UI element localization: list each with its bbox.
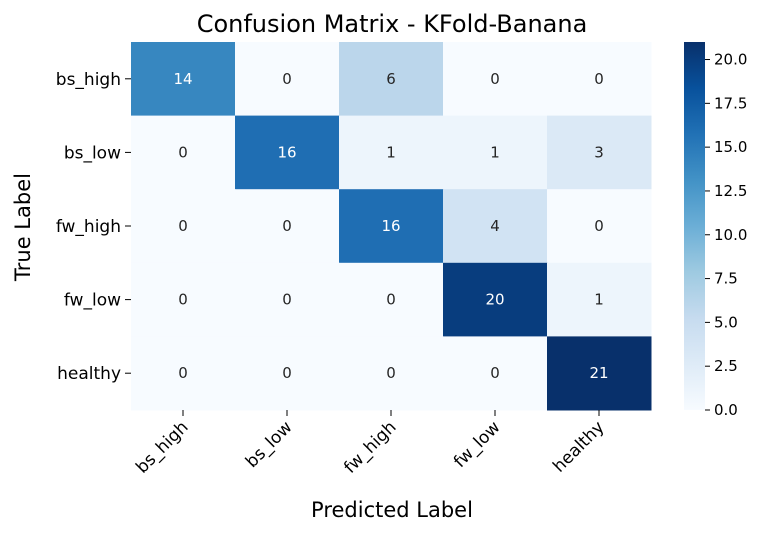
cell-value-label: 0 (386, 364, 396, 382)
x-tick-label: bs_high (132, 417, 192, 477)
cell-value-label: 0 (594, 70, 604, 88)
y-tick-label: bs_low (64, 143, 121, 163)
cell-value-label: 0 (282, 364, 292, 382)
cell-value-label: 0 (490, 364, 500, 382)
cell-value-label: 0 (386, 291, 396, 309)
colorbar-tick-label: 7.5 (714, 270, 738, 288)
x-tick-label: bs_low (242, 417, 297, 472)
cell-value-label: 16 (381, 217, 400, 235)
chart-title: Confusion Matrix - KFold-Banana (197, 10, 588, 38)
cell-value-label: 0 (594, 217, 604, 235)
cell-value-label: 0 (178, 291, 188, 309)
heatmap-cell (339, 262, 444, 337)
cell-value-label: 1 (594, 291, 604, 309)
y-tick-label: fw_low (64, 291, 121, 311)
cell-value-label: 0 (282, 70, 292, 88)
x-tick-label: fw_high (340, 417, 400, 477)
cell-value-label: 1 (490, 143, 500, 161)
heatmap-cell (131, 262, 236, 337)
heatmap-cell (339, 336, 444, 411)
cell-value-label: 20 (485, 291, 504, 309)
heatmap-cell (443, 42, 548, 117)
cell-value-label: 0 (282, 291, 292, 309)
heatmap-cell (547, 336, 652, 411)
y-axis-title: True Label (11, 173, 35, 282)
colorbar-tick-label: 17.5 (714, 94, 747, 112)
colorbar-tick-label: 20.0 (714, 51, 747, 69)
y-tick-label: bs_high (56, 70, 121, 90)
heatmap-cell (131, 189, 236, 264)
colorbar-tick-label: 0.0 (714, 401, 738, 419)
colorbar (684, 42, 705, 410)
cell-value-label: 21 (589, 364, 608, 382)
cell-value-label: 0 (490, 70, 500, 88)
heatmap-cell (235, 189, 340, 264)
colorbar-tick-label: 12.5 (714, 182, 747, 200)
cell-value-label: 1 (386, 143, 396, 161)
heatmap-cell (235, 115, 340, 190)
cell-value-label: 0 (178, 217, 188, 235)
colorbar-tick-label: 2.5 (714, 357, 738, 375)
x-axis-title: Predicted Label (311, 498, 473, 522)
colorbar-tick-label: 5.0 (714, 313, 738, 331)
heatmap-cell (339, 115, 444, 190)
heatmap-cell (443, 336, 548, 411)
cell-value-label: 3 (594, 143, 604, 161)
y-tick-label: fw_high (56, 217, 121, 237)
x-tick-label: fw_low (450, 417, 505, 472)
heatmap-cell (443, 189, 548, 264)
heatmap-cell (339, 189, 444, 264)
heatmap-cell (547, 189, 652, 264)
y-tick-label: healthy (57, 364, 121, 384)
heatmap-cell (547, 115, 652, 190)
cell-value-label: 0 (282, 217, 292, 235)
heatmap-cell (235, 262, 340, 337)
heatmap-cell (443, 262, 548, 337)
heatmap-cell (131, 115, 236, 190)
colorbar-ticks: 0.0 2.5 5.0 7.5 10.0 12.5 15.0 17.5 20.0 (705, 51, 747, 419)
x-tick-label: healthy (549, 417, 608, 476)
heatmap-cell (339, 42, 444, 117)
colorbar-tick-label: 10.0 (714, 226, 747, 244)
cell-value-label: 0 (178, 364, 188, 382)
heatmap-cell (547, 42, 652, 117)
cell-value-label: 16 (277, 143, 296, 161)
heatmap-cell (235, 336, 340, 411)
cell-value-label: 0 (178, 143, 188, 161)
cell-value-label: 6 (386, 70, 396, 88)
colorbar-tick-label: 15.0 (714, 138, 747, 156)
heatmap-cell (547, 262, 652, 337)
heatmap-cell (131, 42, 236, 117)
heatmap-cell (235, 42, 340, 117)
heatmap-cell (131, 336, 236, 411)
cell-value-label: 4 (490, 217, 500, 235)
heatmap-cells: 14 0 6 0 00 16 1 1 30 0 16 4 00 0 0 20 10 0 0 0 21 (131, 42, 652, 411)
cell-value-label: 14 (173, 70, 192, 88)
heatmap-cell (443, 115, 548, 190)
x-axis-ticks: bs_high bs_low fw_high fw_low healthy (132, 410, 609, 478)
